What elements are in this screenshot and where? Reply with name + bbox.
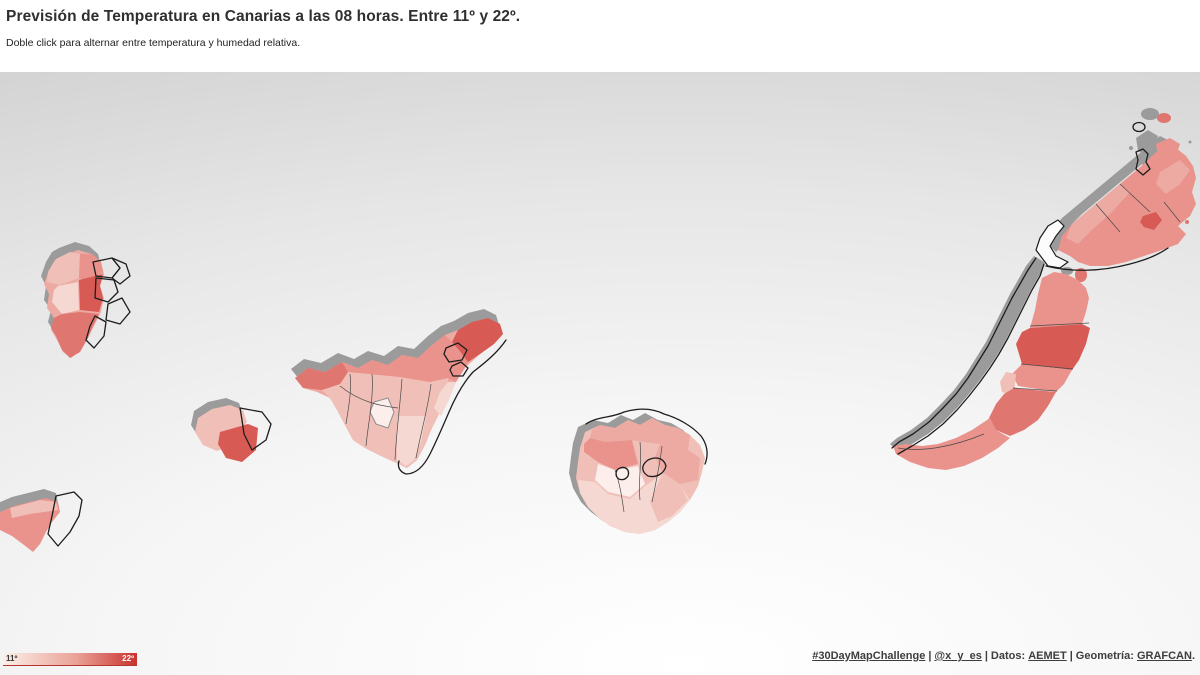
islet-region[interactable] bbox=[1157, 113, 1171, 123]
datos-label: Datos: bbox=[990, 650, 1026, 662]
geometry-label: Geometría: bbox=[1075, 650, 1134, 662]
period: . bbox=[1191, 650, 1195, 662]
region[interactable] bbox=[342, 345, 448, 382]
separator: | bbox=[928, 650, 932, 662]
offset-outline bbox=[105, 297, 131, 325]
islet-region[interactable] bbox=[1075, 268, 1087, 282]
islet-shadow bbox=[1129, 146, 1133, 150]
challenge-link[interactable]: #30DayMapChallenge bbox=[812, 650, 926, 662]
municipality-border bbox=[1163, 201, 1181, 223]
uncolored-region[interactable] bbox=[1035, 219, 1069, 269]
municipality-border bbox=[365, 373, 373, 447]
offset-outline bbox=[443, 342, 468, 363]
region[interactable] bbox=[79, 274, 103, 312]
region[interactable] bbox=[218, 424, 258, 462]
map-title: Previsión de Temperatura en Canarias a l… bbox=[6, 8, 521, 25]
region[interactable] bbox=[1012, 364, 1072, 392]
island-gran-canaria[interactable] bbox=[569, 408, 708, 534]
region[interactable] bbox=[47, 252, 80, 285]
header: Previsión de Temperatura en Canarias a l… bbox=[0, 0, 1200, 72]
islet-outline bbox=[1132, 121, 1146, 133]
region[interactable] bbox=[893, 418, 1010, 470]
aemet-link[interactable]: AEMET bbox=[1028, 650, 1067, 662]
separator: | bbox=[1069, 650, 1073, 662]
region[interactable] bbox=[584, 438, 638, 470]
region[interactable] bbox=[590, 418, 690, 450]
region[interactable] bbox=[988, 388, 1056, 436]
region[interactable] bbox=[51, 312, 99, 358]
island-lanzarote[interactable] bbox=[1035, 130, 1196, 271]
offset-outline bbox=[397, 339, 507, 475]
region[interactable] bbox=[1066, 184, 1130, 244]
legend-temperature: 11º 22º bbox=[3, 653, 137, 666]
credits-bar: #30DayMapChallenge | @x_y_es | Datos: AEMET |… bbox=[812, 650, 1195, 662]
offset-outline bbox=[239, 407, 272, 451]
offset-outline bbox=[891, 257, 1037, 449]
offset-outline bbox=[615, 466, 630, 481]
municipality-border bbox=[1095, 203, 1121, 233]
region[interactable] bbox=[432, 335, 468, 382]
legend-min-label: 11º bbox=[6, 654, 18, 663]
grafcan-link[interactable]: GRAFCAN bbox=[1136, 650, 1192, 662]
region[interactable] bbox=[1030, 272, 1089, 328]
offset-outline bbox=[94, 277, 119, 303]
island-shadow bbox=[1048, 136, 1168, 252]
region[interactable] bbox=[434, 382, 456, 416]
municipality-border bbox=[897, 433, 985, 450]
region[interactable] bbox=[397, 416, 426, 466]
municipality-border bbox=[651, 445, 663, 503]
offset-outline bbox=[449, 361, 469, 377]
island-shadow bbox=[890, 256, 1044, 452]
municipality-border bbox=[639, 441, 641, 501]
municipality-border bbox=[1119, 183, 1151, 213]
region[interactable] bbox=[1156, 138, 1180, 164]
islet-region[interactable] bbox=[1185, 220, 1189, 224]
municipality-border bbox=[1029, 322, 1090, 327]
region[interactable] bbox=[10, 500, 58, 518]
offset-outline bbox=[47, 491, 83, 547]
region[interactable] bbox=[1156, 160, 1190, 194]
map-canvas[interactable] bbox=[0, 72, 1200, 675]
island-la-palma[interactable] bbox=[41, 242, 131, 358]
island-la-graciosa-archipelago[interactable] bbox=[1129, 108, 1192, 176]
municipality-border bbox=[1012, 387, 1058, 392]
separator: | bbox=[984, 650, 988, 662]
offset-outline bbox=[1045, 247, 1169, 271]
offset-outline bbox=[642, 457, 667, 478]
legend-max-label: 22º bbox=[122, 654, 134, 663]
islet-shadow bbox=[1188, 140, 1192, 144]
offset-outline bbox=[111, 257, 131, 285]
island-el-hierro[interactable] bbox=[0, 489, 83, 552]
municipality-border bbox=[394, 378, 403, 461]
offset-outline bbox=[897, 263, 1045, 455]
region[interactable] bbox=[1016, 324, 1090, 370]
island-shadow bbox=[1136, 130, 1158, 158]
island-fuerteventura[interactable] bbox=[890, 256, 1090, 470]
region[interactable] bbox=[655, 444, 700, 484]
municipality-border bbox=[1020, 363, 1074, 370]
municipality-border bbox=[345, 373, 351, 425]
municipality-border bbox=[339, 385, 399, 409]
region[interactable] bbox=[52, 282, 79, 314]
region[interactable] bbox=[650, 474, 688, 522]
islet-outline bbox=[1135, 148, 1151, 176]
offset-outline bbox=[85, 315, 107, 349]
municipality-border bbox=[415, 383, 432, 459]
island-la-gomera[interactable] bbox=[191, 398, 272, 462]
map-subtitle: Doble click para alternar entre temperat… bbox=[6, 37, 301, 49]
island-tenerife[interactable] bbox=[291, 309, 507, 475]
author-link[interactable]: @x_y_es bbox=[934, 650, 982, 662]
region[interactable] bbox=[295, 362, 348, 390]
offset-outline bbox=[585, 408, 708, 465]
islet-shadow bbox=[1141, 108, 1159, 120]
region[interactable] bbox=[1140, 212, 1162, 230]
region[interactable] bbox=[452, 318, 503, 362]
region[interactable] bbox=[595, 464, 645, 497]
